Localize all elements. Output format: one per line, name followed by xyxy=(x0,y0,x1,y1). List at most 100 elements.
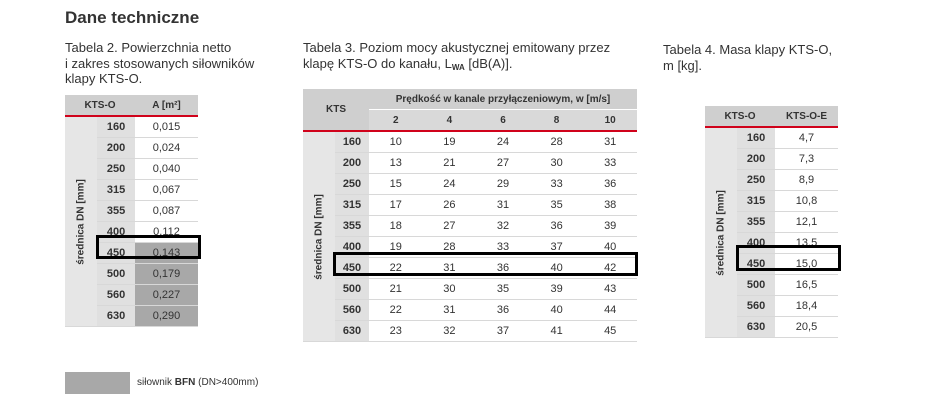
area-value-cell: 0,227 xyxy=(135,284,199,306)
sound-value-cell: 38 xyxy=(583,194,637,216)
sound-value-cell: 26 xyxy=(422,194,477,216)
caption-line: i zakres stosowanych siłowników xyxy=(65,55,255,71)
sound-value-cell: 32 xyxy=(422,320,477,342)
dn-cell: 250 xyxy=(97,158,136,180)
sound-value-cell: 31 xyxy=(476,194,530,216)
sound-value-cell: 27 xyxy=(476,152,530,174)
dn-cell: 500 xyxy=(97,263,136,285)
side-label: średnica DN [mm] xyxy=(75,178,87,265)
dn-cell: 250 xyxy=(335,173,369,195)
table-row: 250 15 24 29 33 36 xyxy=(303,173,637,195)
side-label: średnica DN [mm] xyxy=(313,193,325,280)
sound-value-cell: 39 xyxy=(529,278,584,300)
sound-value-cell: 30 xyxy=(529,152,584,174)
side-label-cell: średnica DN [mm] xyxy=(65,116,97,327)
sound-value-cell: 21 xyxy=(422,152,477,174)
table-row: 250 8,9 xyxy=(705,169,839,191)
table-row: 500 21 30 35 39 43 xyxy=(303,278,637,300)
table-row: 315 17 26 31 35 38 xyxy=(303,194,637,216)
dn-cell: 200 xyxy=(97,137,136,159)
sound-value-cell: 28 xyxy=(529,131,584,153)
mass-table: KTS-O KTS-O-E średnica DN [mm] 160 4,7 200 7… xyxy=(705,106,839,338)
area-value-cell: 0,067 xyxy=(135,179,199,201)
column-header-kts: KTS-O xyxy=(705,106,776,128)
dn-cell: 315 xyxy=(97,179,136,201)
sound-value-cell: 29 xyxy=(476,173,530,195)
table-row: 560 18,4 xyxy=(705,295,839,317)
area-value-cell: 0,024 xyxy=(135,137,199,159)
mass-value-cell: 7,3 xyxy=(775,148,839,170)
dn-cell: 630 xyxy=(97,305,136,327)
column-header-kts: KTS-O xyxy=(65,95,136,117)
sound-value-cell: 36 xyxy=(476,299,530,321)
sound-value-cell: 13 xyxy=(369,152,423,174)
area-value-cell: 0,015 xyxy=(135,116,199,138)
speed-header: 6 xyxy=(476,109,530,132)
sound-value-cell: 33 xyxy=(529,173,584,195)
mass-value-cell: 18,4 xyxy=(775,295,839,317)
table-row: 200 0,024 xyxy=(65,137,199,159)
sound-value-cell: 22 xyxy=(369,299,423,321)
dn-cell: 250 xyxy=(737,169,776,191)
sound-value-cell: 15 xyxy=(369,173,423,195)
table-row: 200 13 21 27 30 33 xyxy=(303,152,637,174)
sound-value-cell: 24 xyxy=(422,173,477,195)
dn-cell: 500 xyxy=(737,274,776,296)
highlight-box xyxy=(333,252,638,276)
table-row: 630 0,290 xyxy=(65,305,199,327)
mass-value-cell: 20,5 xyxy=(775,316,839,338)
sound-value-cell: 27 xyxy=(422,215,477,237)
sound-value-cell: 43 xyxy=(583,278,637,300)
highlight-box xyxy=(96,235,201,259)
sound-value-cell: 18 xyxy=(369,215,423,237)
table3-caption: Tabela 3. Poziom mocy akustycznej emitow… xyxy=(303,40,610,75)
dn-cell: 630 xyxy=(335,320,369,342)
sound-power-table: KTS Prędkość w kanale przyłączeniowym, w… xyxy=(303,89,637,342)
table-row: 200 7,3 xyxy=(705,148,839,170)
area-value-cell: 0,179 xyxy=(135,263,199,285)
legend-swatch xyxy=(65,372,130,394)
table2-caption: Tabela 2. Powierzchnia netto i zakres st… xyxy=(65,40,254,87)
side-label-cell: średnica DN [mm] xyxy=(303,131,335,342)
caption-line: m [kg]. xyxy=(663,57,703,73)
caption-line: Tabela 2. Powierzchnia netto xyxy=(65,40,232,55)
speed-header: 2 xyxy=(369,109,423,132)
dn-cell: 400 xyxy=(737,232,776,254)
table-row: 560 22 31 36 40 44 xyxy=(303,299,637,321)
mass-value-cell: 4,7 xyxy=(775,127,839,149)
sound-value-cell: 30 xyxy=(422,278,477,300)
sound-value-cell: 41 xyxy=(529,320,584,342)
caption-line: Tabela 4. Masa klapy KTS-O, xyxy=(663,42,833,57)
sound-value-cell: 31 xyxy=(422,299,477,321)
highlight-box xyxy=(736,245,841,271)
caption-line: Tabela 3. Poziom mocy akustycznej emitow… xyxy=(303,40,611,55)
speed-header: 4 xyxy=(422,109,477,132)
mass-value-cell: 8,9 xyxy=(775,169,839,191)
table-row: 355 0,087 xyxy=(65,200,199,222)
speed-header: 8 xyxy=(529,109,584,132)
sound-value-cell: 35 xyxy=(529,194,584,216)
dn-cell: 560 xyxy=(335,299,369,321)
speed-header: 10 xyxy=(583,109,637,132)
side-label: średnica DN [mm] xyxy=(715,189,727,276)
table-row: 250 0,040 xyxy=(65,158,199,180)
caption-line: klapę KTS-O do kanału, LWA [dB(A)]. xyxy=(303,55,513,72)
net-area-table: KTS-O A [m²] średnica DN [mm] 160 0,015 200… xyxy=(65,95,199,327)
table-row: 560 0,227 xyxy=(65,284,199,306)
sound-value-cell: 21 xyxy=(369,278,423,300)
dn-cell: 315 xyxy=(335,194,369,216)
dn-cell: 200 xyxy=(737,148,776,170)
sound-value-cell: 17 xyxy=(369,194,423,216)
sound-value-cell: 40 xyxy=(529,299,584,321)
table4-caption: Tabela 4. Masa klapy KTS-O, m [kg]. xyxy=(663,42,832,73)
dn-cell: 355 xyxy=(97,200,136,222)
section-heading: Dane techniczne xyxy=(65,8,200,27)
table-row: 355 18 27 32 36 39 xyxy=(303,215,637,237)
dn-cell: 500 xyxy=(335,278,369,300)
table-row: średnica DN [mm] 160 0,015 xyxy=(65,116,199,327)
sound-value-cell: 39 xyxy=(583,215,637,237)
mass-value-cell: 12,1 xyxy=(775,211,839,233)
dn-cell: 160 xyxy=(335,131,369,153)
dn-cell: 160 xyxy=(97,116,136,138)
sound-value-cell: 32 xyxy=(476,215,530,237)
